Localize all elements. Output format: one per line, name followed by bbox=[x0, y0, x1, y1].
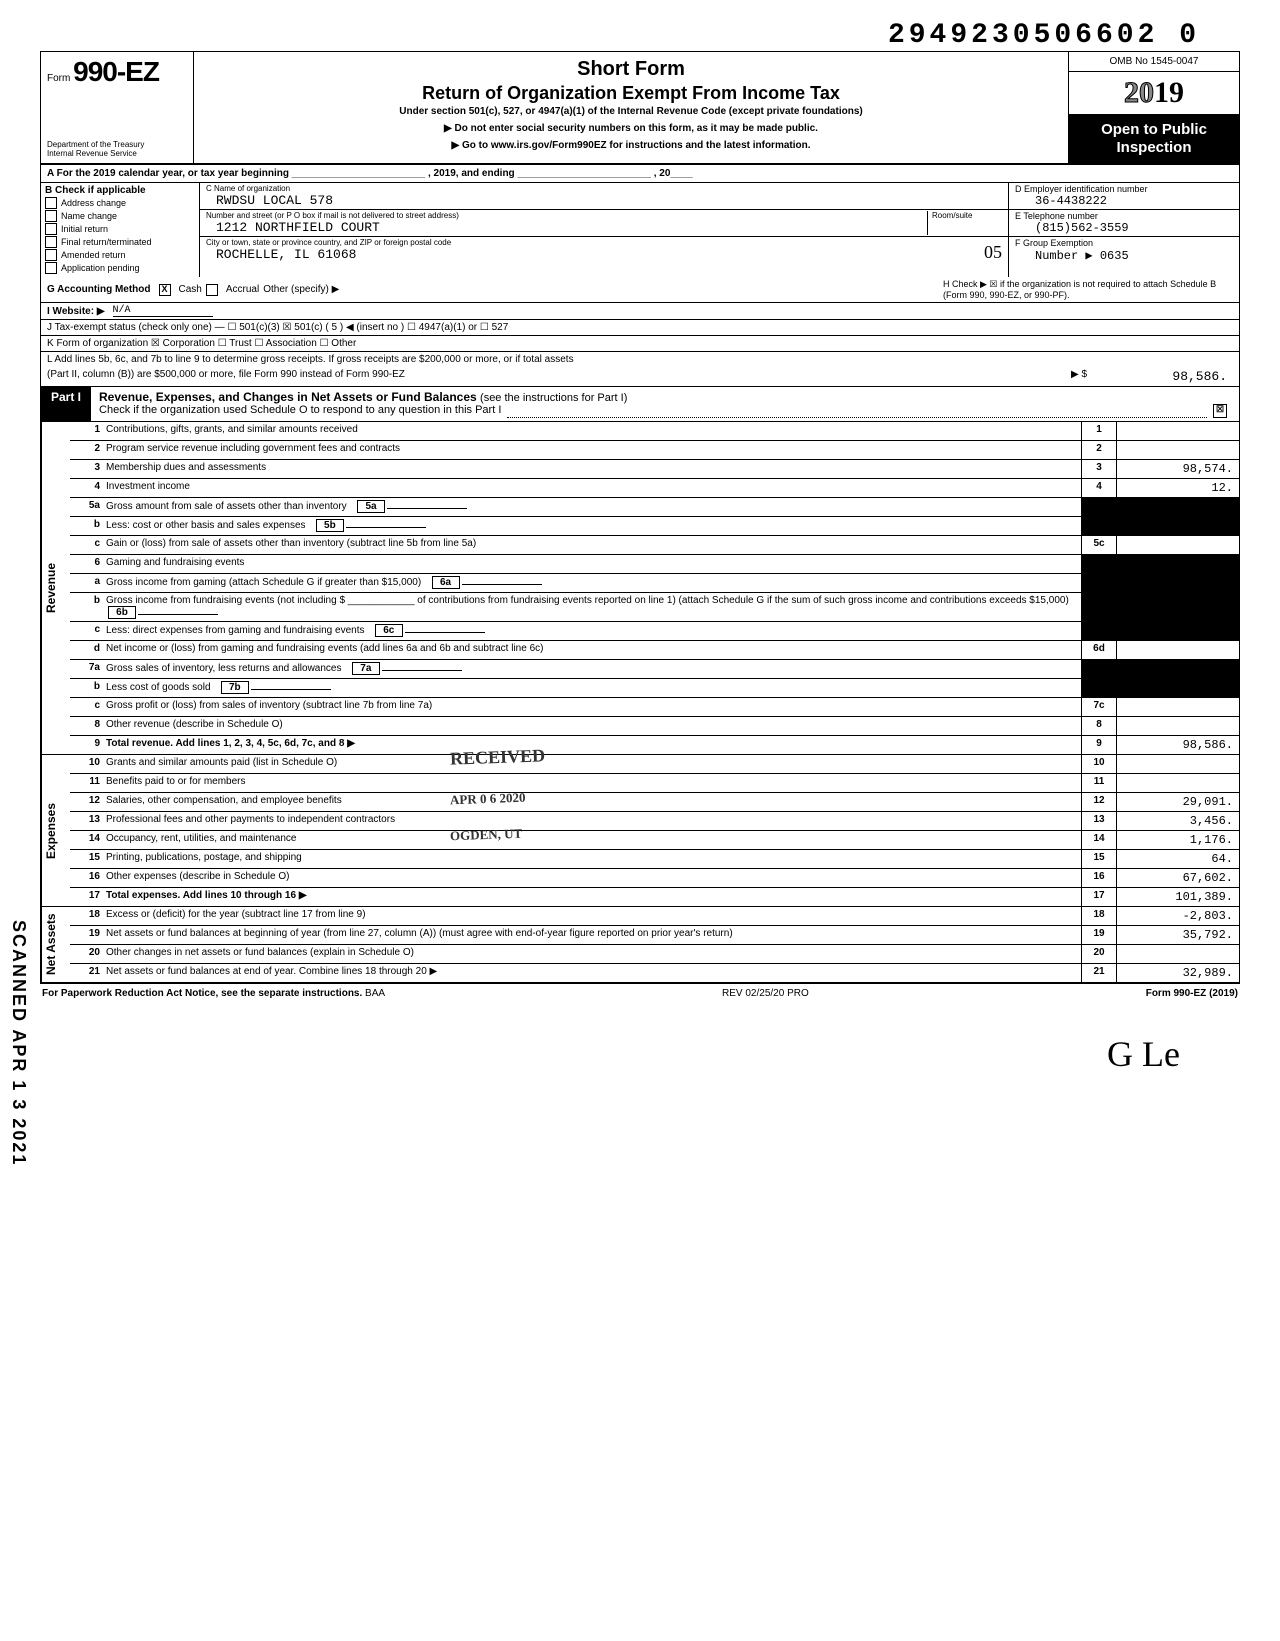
handwritten-05: 05 bbox=[984, 242, 1002, 263]
form-line: bLess: cost or other basis and sales exp… bbox=[70, 517, 1239, 536]
row-l-amount: 98,586. bbox=[1087, 369, 1233, 384]
form-line: 4Investment income412. bbox=[70, 479, 1239, 498]
ck-initial[interactable] bbox=[45, 223, 57, 235]
form-line: 1Contributions, gifts, grants, and simil… bbox=[70, 422, 1239, 441]
ck-pending[interactable] bbox=[45, 262, 57, 274]
form-line: 7aGross sales of inventory, less returns… bbox=[70, 660, 1239, 679]
org-name-value: RWDSU LOCAL 578 bbox=[206, 193, 1002, 208]
barcode-number: 2949230506602 0 bbox=[40, 20, 1240, 51]
street-value: 1212 NORTHFIELD COURT bbox=[206, 220, 927, 235]
title-return: Return of Organization Exempt From Incom… bbox=[202, 83, 1060, 104]
website-value: N/A bbox=[113, 305, 213, 317]
form-line: 12Salaries, other compensation, and empl… bbox=[70, 793, 1239, 812]
row-l-2: (Part II, column (B)) are $500,000 or mo… bbox=[47, 369, 405, 384]
row-a-tax-year: A For the 2019 calendar year, or tax yea… bbox=[40, 165, 1240, 183]
tel-label: E Telephone number bbox=[1015, 211, 1098, 221]
ck-address[interactable] bbox=[45, 197, 57, 209]
footer-rev: REV 02/25/20 PRO bbox=[722, 988, 809, 999]
form-line: dNet income or (loss) from gaming and fu… bbox=[70, 641, 1239, 660]
row-g-label: G Accounting Method bbox=[47, 284, 151, 295]
form-line: cGross profit or (loss) from sales of in… bbox=[70, 698, 1239, 717]
form-line: 21Net assets or fund balances at end of … bbox=[70, 964, 1239, 982]
ck-cash[interactable]: X bbox=[159, 284, 171, 296]
form-line: bLess cost of goods sold 7b bbox=[70, 679, 1239, 698]
row-l-1: L Add lines 5b, 6c, and 7b to line 9 to … bbox=[47, 354, 1233, 365]
form-line: 3Membership dues and assessments398,574. bbox=[70, 460, 1239, 479]
part-1-check-line: Check if the organization used Schedule … bbox=[99, 404, 501, 418]
form-line: 16Other expenses (describe in Schedule O… bbox=[70, 869, 1239, 888]
subtitle: Under section 501(c), 527, or 4947(a)(1)… bbox=[202, 106, 1060, 117]
form-line: 5aGross amount from sale of assets other… bbox=[70, 498, 1239, 517]
open-public-1: Open to Public bbox=[1071, 121, 1237, 139]
form-line: cLess: direct expenses from gaming and f… bbox=[70, 622, 1239, 641]
year-value: 19 bbox=[1154, 76, 1184, 109]
form-line: 11Benefits paid to or for members11 bbox=[70, 774, 1239, 793]
ck-accrual[interactable] bbox=[206, 284, 218, 296]
form-line: 20Other changes in net assets or fund ba… bbox=[70, 945, 1239, 964]
stamp-scanned: SCANNED APR 1 3 2021 bbox=[8, 920, 29, 1166]
arrow-url: ▶ Go to www.irs.gov/Form990EZ for instru… bbox=[202, 140, 1060, 151]
form-line: 8Other revenue (describe in Schedule O)8 bbox=[70, 717, 1239, 736]
form-line: 9Total revenue. Add lines 1, 2, 3, 4, 5c… bbox=[70, 736, 1239, 754]
footer-left: For Paperwork Reduction Act Notice, see … bbox=[42, 988, 362, 999]
form-line: 6Gaming and fundraising events bbox=[70, 555, 1239, 574]
side-expenses: Expenses bbox=[41, 755, 70, 906]
col-b-checkboxes: B Check if applicable Address change Nam… bbox=[41, 183, 200, 277]
arrow-ssn: ▶ Do not enter social security numbers o… bbox=[202, 123, 1060, 134]
row-h: H Check ▶ ☒ if the organization is not r… bbox=[943, 279, 1233, 300]
form-line: 17Total expenses. Add lines 10 through 1… bbox=[70, 888, 1239, 906]
form-line: cGain or (loss) from sale of assets othe… bbox=[70, 536, 1239, 555]
form-header: Form 990-EZ Department of the Treasury I… bbox=[40, 51, 1240, 165]
signature: G Le bbox=[40, 1003, 1240, 1085]
form-number: 990-EZ bbox=[73, 56, 159, 87]
footer-right: Form 990-EZ (2019) bbox=[1146, 988, 1238, 999]
title-short-form: Short Form bbox=[202, 58, 1060, 81]
city-value: ROCHELLE, IL 61068 bbox=[206, 247, 1002, 262]
ck-amended[interactable] bbox=[45, 249, 57, 261]
form-prefix: Form bbox=[47, 73, 70, 84]
city-label: City or town, state or province country,… bbox=[206, 238, 1002, 247]
year-prefix: 20 bbox=[1124, 76, 1154, 109]
ein-label: D Employer identification number bbox=[1015, 184, 1148, 194]
form-line: 15Printing, publications, postage, and s… bbox=[70, 850, 1239, 869]
form-line: 18Excess or (deficit) for the year (subt… bbox=[70, 907, 1239, 926]
tel-value: (815)562-3559 bbox=[1015, 221, 1233, 235]
grp-value: Number ▶ 0635 bbox=[1015, 248, 1233, 263]
col-b-header: B Check if applicable bbox=[45, 185, 195, 196]
form-line: 14Occupancy, rent, utilities, and mainte… bbox=[70, 831, 1239, 850]
side-netassets: Net Assets bbox=[41, 907, 70, 982]
part-1-checkbox[interactable]: ☒ bbox=[1213, 404, 1227, 418]
org-name-label: C Name of organization bbox=[206, 184, 1002, 193]
ein-value: 36-4438222 bbox=[1015, 194, 1233, 208]
part-1-title: Revenue, Expenses, and Changes in Net As… bbox=[99, 390, 477, 404]
side-revenue: Revenue bbox=[41, 422, 70, 754]
open-public-2: Inspection bbox=[1071, 139, 1237, 157]
grp-label: F Group Exemption bbox=[1015, 238, 1093, 248]
part-1-label: Part I bbox=[41, 387, 91, 421]
form-line: aGross income from gaming (attach Schedu… bbox=[70, 574, 1239, 593]
row-k: K Form of organization ☒ Corporation ☐ T… bbox=[41, 336, 1239, 352]
dept-line-2: Internal Revenue Service bbox=[47, 150, 187, 159]
part-1-subtitle: (see the instructions for Part I) bbox=[480, 392, 627, 404]
street-label: Number and street (or P O box if mail is… bbox=[206, 211, 927, 220]
form-line: bGross income from fundraising events (n… bbox=[70, 593, 1239, 622]
form-line: 19Net assets or fund balances at beginni… bbox=[70, 926, 1239, 945]
form-line: 13Professional fees and other payments t… bbox=[70, 812, 1239, 831]
room-label: Room/suite bbox=[932, 211, 1002, 220]
form-line: 10Grants and similar amounts paid (list … bbox=[70, 755, 1239, 774]
ck-name[interactable] bbox=[45, 210, 57, 222]
omb-number: OMB No 1545-0047 bbox=[1069, 52, 1239, 72]
form-line: 2Program service revenue including gover… bbox=[70, 441, 1239, 460]
ck-final[interactable] bbox=[45, 236, 57, 248]
row-j: J Tax-exempt status (check only one) — ☐… bbox=[41, 320, 1239, 336]
row-i-label: I Website: ▶ bbox=[47, 306, 105, 317]
